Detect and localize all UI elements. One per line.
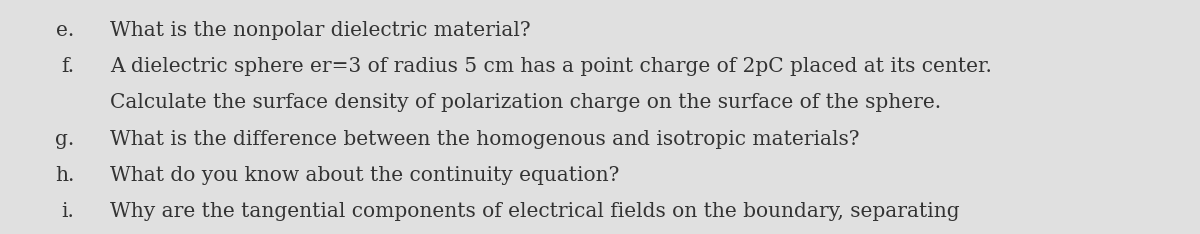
Text: i.: i. <box>61 202 74 221</box>
Text: g.: g. <box>55 130 74 149</box>
Text: Calculate the surface density of polarization charge on the surface of the spher: Calculate the surface density of polariz… <box>110 93 942 113</box>
Text: h.: h. <box>55 166 74 185</box>
Text: A dielectric sphere er=3 of radius 5 cm has a point charge of 2pC placed at its : A dielectric sphere er=3 of radius 5 cm … <box>110 57 992 76</box>
Text: What is the nonpolar dielectric material?: What is the nonpolar dielectric material… <box>110 21 532 40</box>
Text: e.: e. <box>56 21 74 40</box>
Text: What is the difference between the homogenous and isotropic materials?: What is the difference between the homog… <box>110 130 860 149</box>
Text: Why are the tangential components of electrical fields on the boundary, separati: Why are the tangential components of ele… <box>110 202 960 221</box>
Text: f.: f. <box>61 57 74 76</box>
Text: What do you know about the continuity equation?: What do you know about the continuity eq… <box>110 166 619 185</box>
